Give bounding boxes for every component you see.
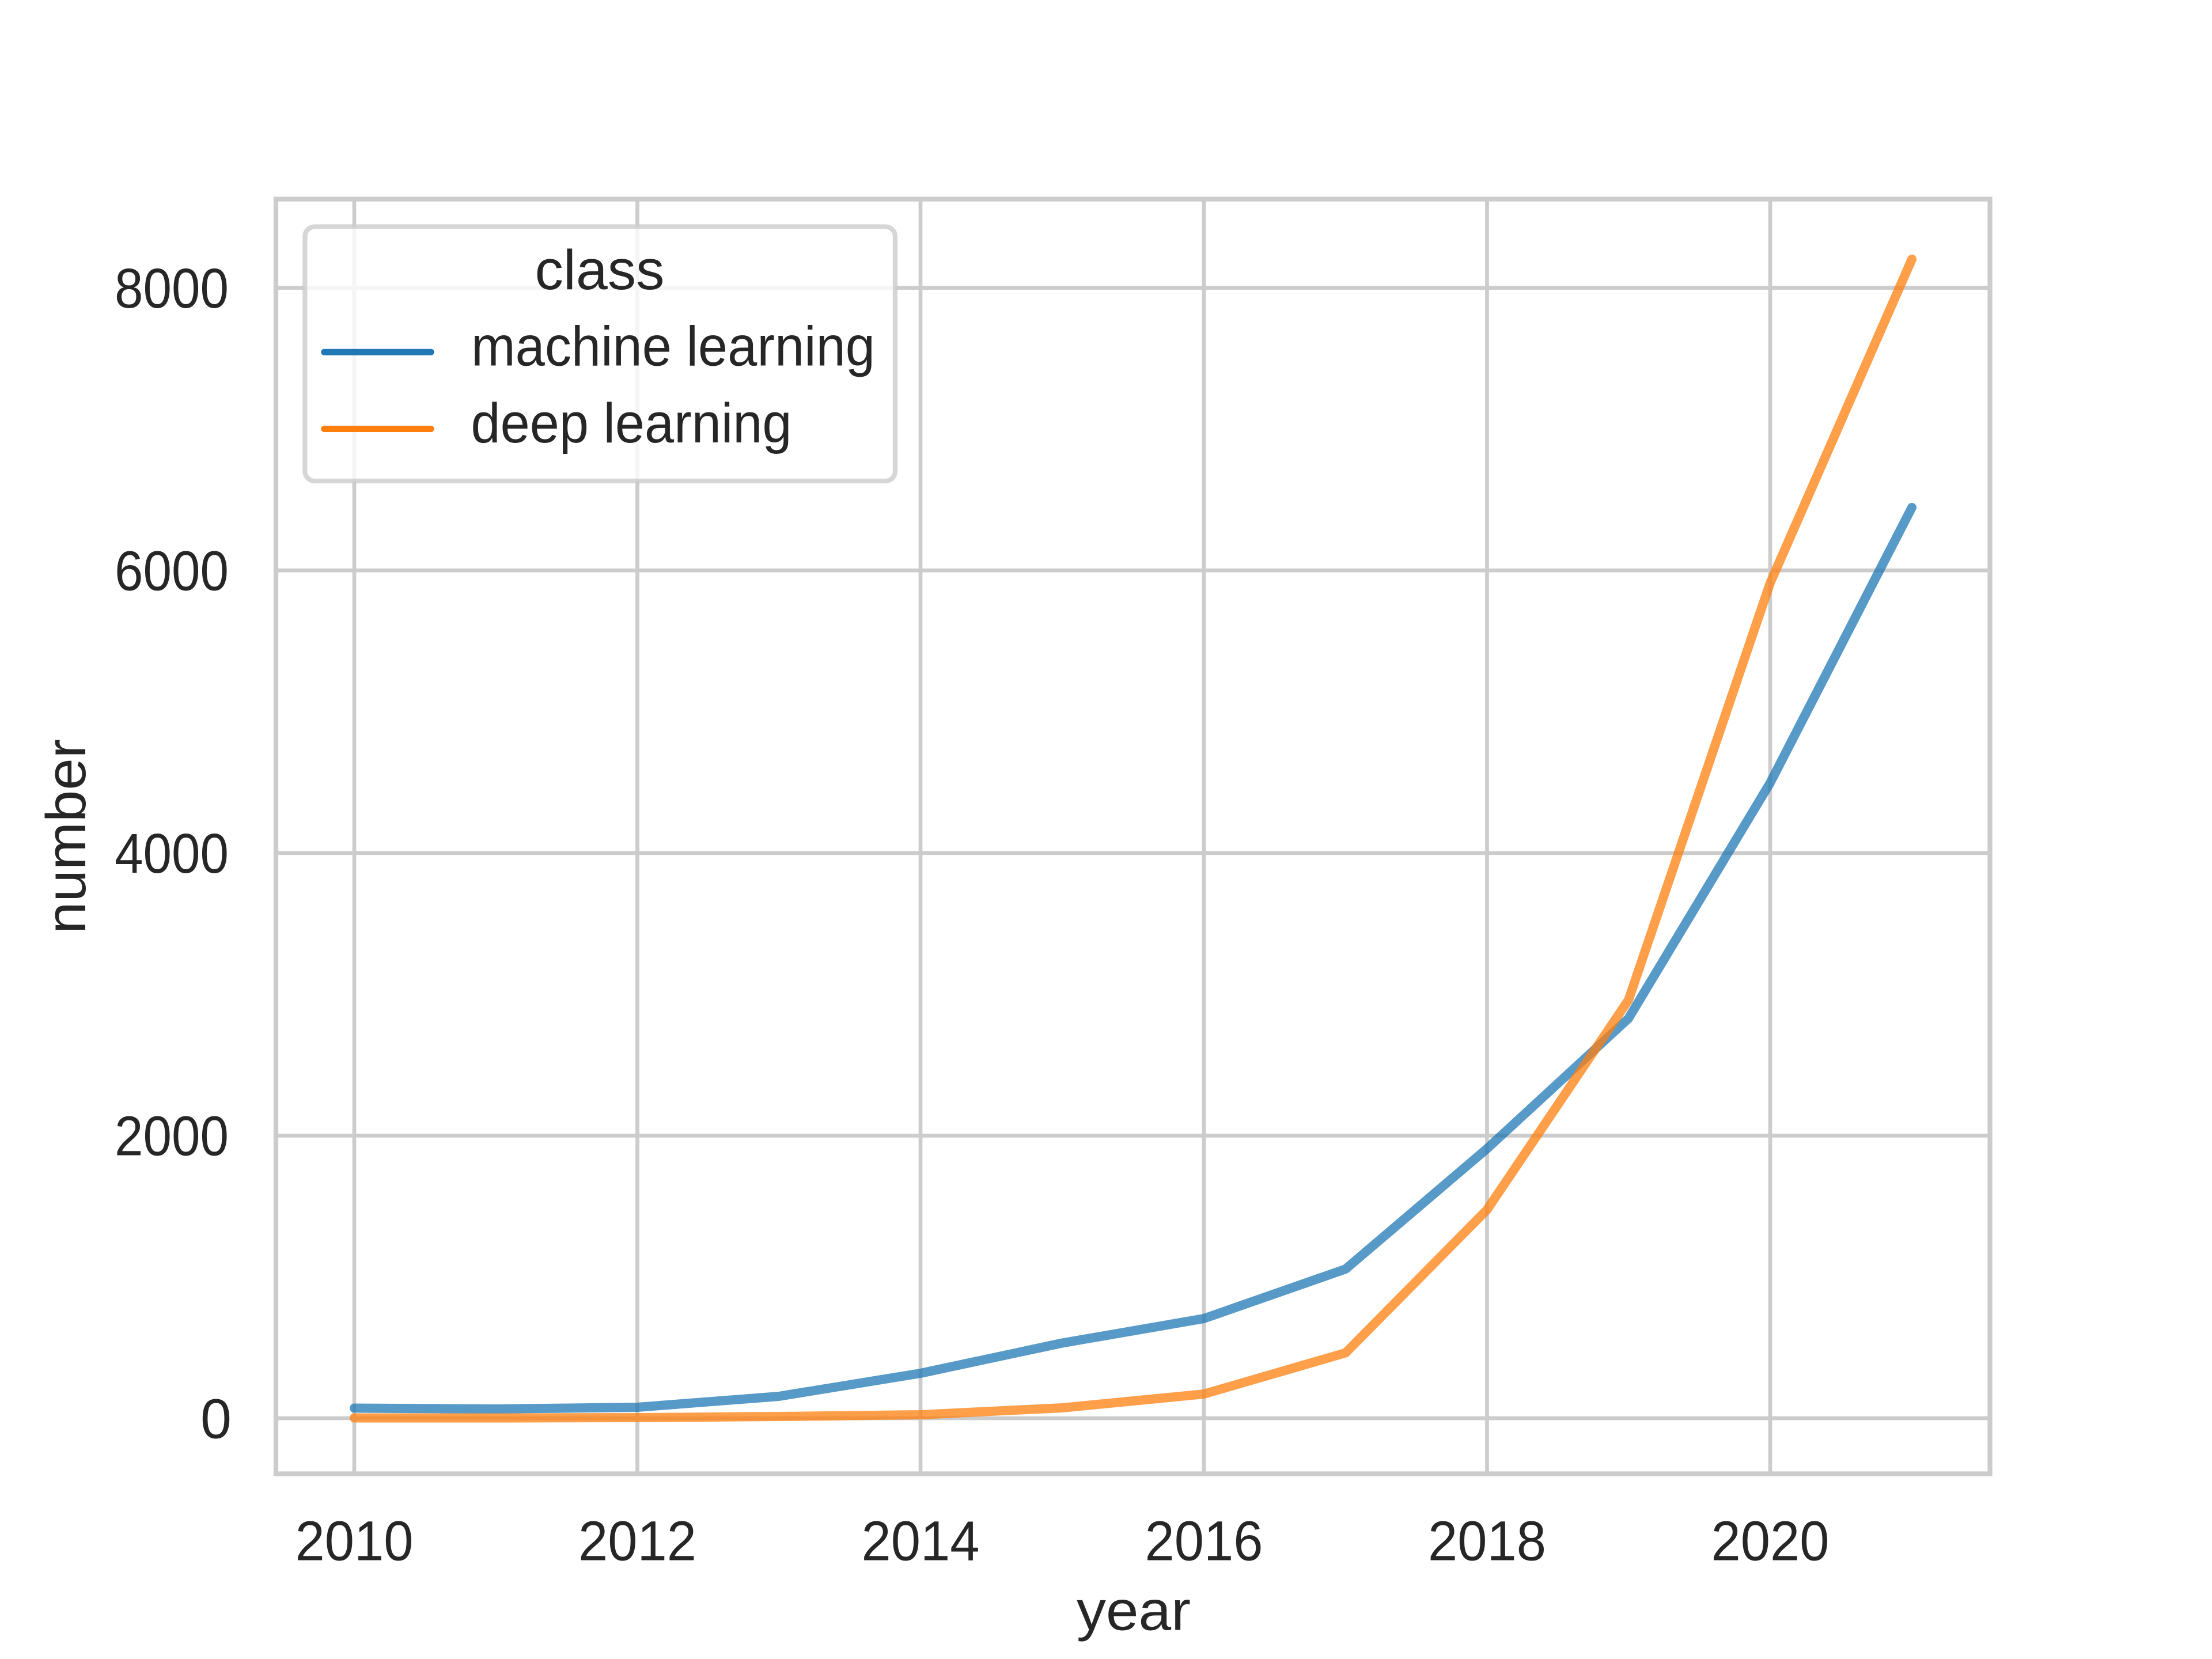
svg-text:2010: 2010 (296, 1510, 414, 1573)
svg-text:2012: 2012 (578, 1510, 696, 1573)
svg-text:2016: 2016 (1145, 1510, 1263, 1573)
svg-text:2018: 2018 (1428, 1510, 1546, 1573)
svg-text:4000: 4000 (115, 822, 229, 885)
svg-text:2014: 2014 (862, 1510, 980, 1573)
svg-text:deep learning: deep learning (471, 392, 792, 454)
svg-text:class: class (535, 238, 665, 301)
svg-text:6000: 6000 (115, 540, 229, 603)
svg-text:year: year (1077, 1580, 1191, 1642)
svg-text:8000: 8000 (115, 257, 229, 320)
svg-text:2020: 2020 (1711, 1510, 1830, 1573)
svg-text:machine learning: machine learning (471, 315, 875, 378)
svg-text:number: number (35, 739, 97, 934)
svg-text:0: 0 (200, 1387, 232, 1450)
svg-text:2000: 2000 (115, 1105, 229, 1168)
